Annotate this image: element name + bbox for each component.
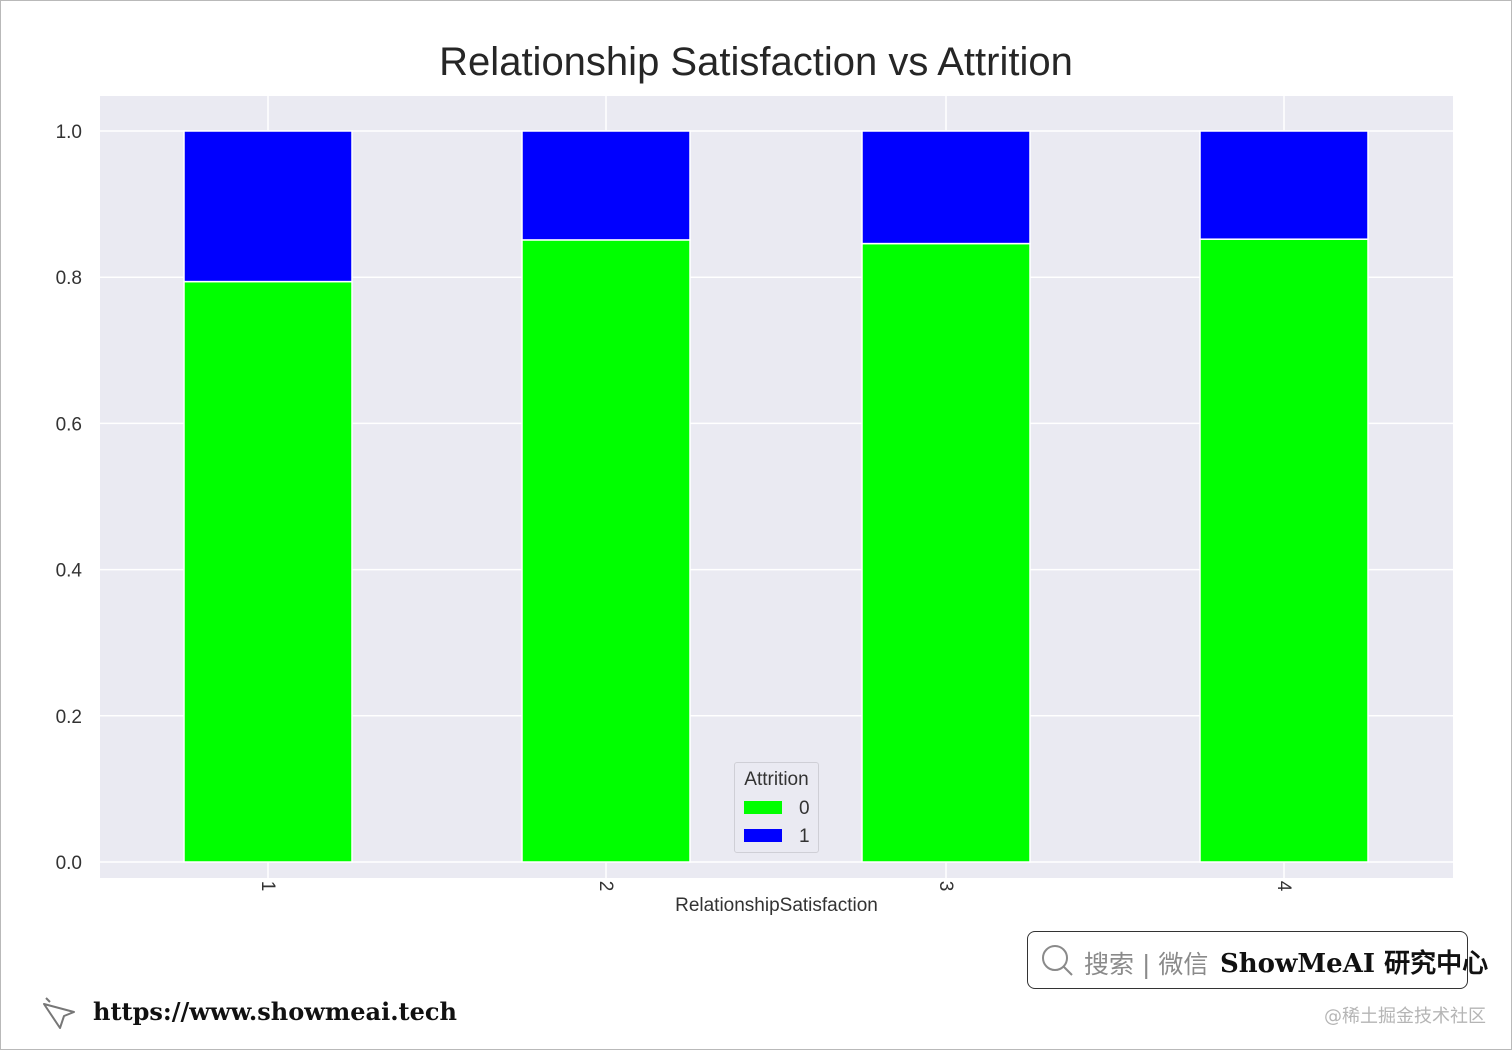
bar-cat1-series1: [183, 130, 353, 283]
search-icon: [1042, 945, 1073, 976]
y-tick-label: 0.6: [56, 414, 82, 435]
chart-title: Relationship Satisfaction vs Attrition: [439, 40, 1073, 84]
bar-cat1-series0: [183, 280, 353, 863]
y-tick-label: 1.0: [56, 122, 82, 143]
y-tick-label: 0.2: [56, 707, 82, 728]
legend-title: Attrition: [744, 769, 809, 790]
juejin-watermark: @稀土掘金技术社区: [1324, 1006, 1486, 1027]
legend-swatch-0: [744, 801, 782, 814]
x-tick-label: 1: [257, 881, 278, 892]
bar-cat4-series0: [1199, 238, 1369, 863]
y-tick-label: 0.4: [56, 561, 83, 582]
x-tick-label: 4: [1273, 881, 1294, 892]
y-tick-label: 0.0: [56, 853, 82, 874]
bars: [183, 130, 1369, 863]
bar-cat2-series0: [521, 239, 691, 863]
website-url[interactable]: https://www.showmeai.tech: [93, 997, 457, 1026]
legend-label-1: 1: [799, 826, 810, 847]
x-axis-label: RelationshipSatisfaction: [675, 895, 878, 916]
tick-labels: 0.0 0.2 0.4 0.6 0.8 1.0 1 2 3 4: [56, 122, 1294, 892]
wechat-search-badge: 搜索 | 微信 ShowMeAI 研究中心: [1027, 931, 1488, 989]
cursor-pointer-icon: [43, 997, 75, 1029]
legend-label-0: 0: [799, 798, 810, 819]
x-tick-label: 2: [595, 881, 616, 892]
search-text: 搜索 | 微信: [1084, 950, 1209, 979]
bar-cat3-series1: [861, 130, 1031, 245]
x-tick-label: 3: [935, 881, 956, 892]
bar-cat2-series1: [521, 130, 691, 241]
bar-cat4-series1: [1199, 130, 1369, 240]
legend-swatch-1: [744, 829, 782, 842]
brand-name: ShowMeAI 研究中心: [1220, 949, 1489, 979]
legend: Attrition 0 1: [734, 762, 819, 853]
bar-cat3-series0: [861, 242, 1031, 863]
y-tick-label: 0.8: [56, 268, 82, 289]
